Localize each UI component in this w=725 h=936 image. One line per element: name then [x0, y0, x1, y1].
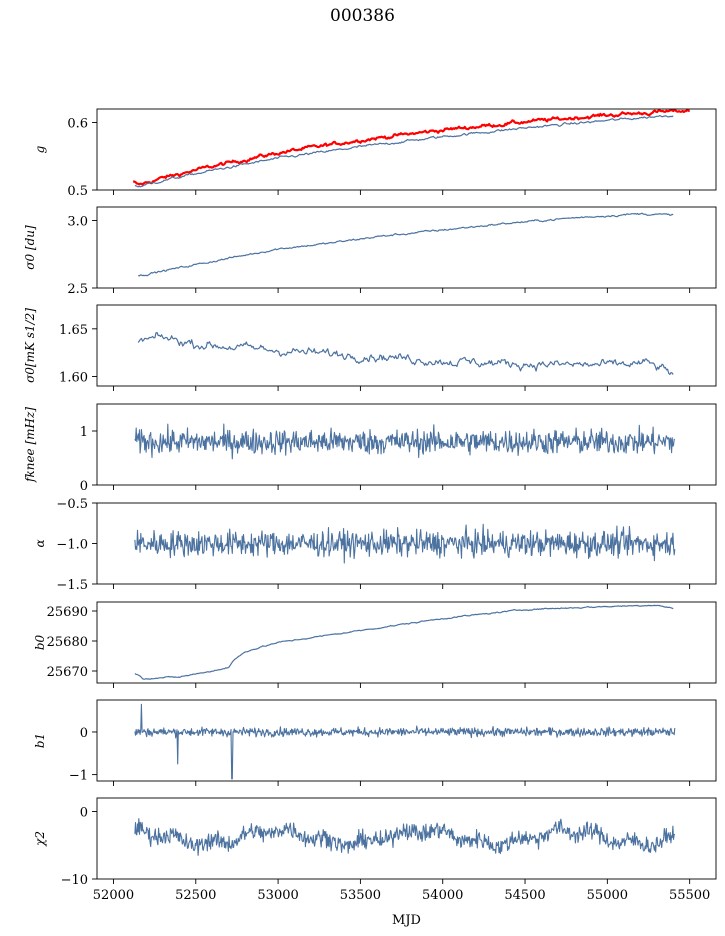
ytick-label-b1-1: 0: [80, 726, 88, 741]
ylabel-alpha: α: [33, 539, 47, 547]
ytick-label-alpha-1: −1.0: [56, 538, 88, 553]
axes-frame-g: [96, 108, 717, 191]
xtick-label-1: 52500: [175, 888, 216, 903]
plot-area-sigma0-du: [137, 212, 674, 277]
ytick-label-fknee-0: 0: [80, 479, 88, 494]
ylabel-b1: b1: [33, 733, 47, 748]
axes-frame-chi2: [96, 797, 717, 880]
series-line-b1-0: [134, 703, 676, 780]
series-line-g-0: [132, 109, 691, 186]
ytick-label-sigma0-du-0: 2.5: [67, 282, 88, 297]
xtick-label-6: 55000: [587, 888, 628, 903]
ylabel-sigma0-mk: σ0[mK s1/2]: [23, 308, 37, 383]
ylabel-b0: b0: [33, 634, 47, 650]
panel-g: 0.5 0.6 g: [33, 108, 717, 199]
ylabel-chi2: χ2: [33, 831, 47, 847]
ytick-label-sigma0-mk-0: 1.60: [59, 370, 88, 385]
series-line-alpha-0: [134, 523, 676, 564]
ylabel-g: g: [33, 145, 47, 153]
plot-area-b0: [134, 604, 674, 680]
axes-frame-fknee: [96, 403, 717, 486]
panel-b1: −1 0 b1: [33, 699, 717, 786]
plot-area-chi2: [134, 818, 676, 856]
xtick-label-7: 55500: [669, 888, 710, 903]
ytick-label-chi2-0: −10: [61, 873, 88, 888]
xtick-label-0: 52000: [93, 888, 134, 903]
axes-frame-sigma0-du: [96, 206, 717, 289]
axes-frame-b1: [96, 699, 717, 782]
ylabel-fknee: fknee [mHz]: [23, 407, 37, 483]
axes-frame-sigma0-mk: [96, 304, 717, 387]
panel-sigma0-du: 2.5 3.0 σ0 [du]: [23, 206, 717, 297]
panel-fknee: 0 1 fknee [mHz]: [23, 403, 717, 494]
xtick-label-2: 53000: [257, 888, 298, 903]
figure-title: 000386: [330, 6, 395, 26]
series-line-sigma0-mk-0: [137, 332, 674, 375]
axes-frame-b0: [96, 601, 717, 684]
xtick-label-5: 54500: [504, 888, 545, 903]
plot-area-g: [132, 109, 691, 188]
series-line-sigma0-du-0: [137, 212, 674, 277]
ytick-label-b0-0: 25670: [47, 665, 88, 680]
xtick-label-3: 53500: [340, 888, 381, 903]
ytick-label-b0-1: 25680: [47, 635, 88, 650]
plot-area-sigma0-mk: [137, 332, 674, 375]
ytick-label-alpha-2: −0.5: [56, 497, 88, 512]
ytick-label-alpha-0: −1.5: [56, 578, 88, 593]
ylabel-sigma0-du: σ0 [du]: [23, 225, 37, 270]
ytick-label-chi2-1: 0: [80, 806, 88, 821]
ytick-label-fknee-1: 1: [80, 425, 88, 440]
panel-chi2: −10 0 52000 52500 53000 53500 54000 54500 55000 5…: [33, 797, 717, 903]
ytick-label-b0-2: 25690: [47, 605, 88, 620]
panel-alpha: −1.5 −1.0 −0.5 α: [33, 497, 717, 593]
series-line-fknee-0: [134, 423, 676, 460]
x-axis-label: MJD: [392, 913, 421, 928]
ytick-label-g-1: 0.6: [67, 117, 88, 132]
plot-area-fknee: [134, 423, 676, 460]
panel-sigma0-mk: 1.60 1.65 σ0[mK s1/2]: [23, 304, 717, 391]
series-line-g-1: [134, 115, 674, 188]
ytick-label-g-0: 0.5: [67, 184, 88, 199]
ytick-label-sigma0-du-1: 3.0: [67, 215, 88, 230]
series-line-chi2-0: [134, 818, 676, 856]
plot-area-b1: [134, 703, 676, 780]
xtick-label-4: 54000: [422, 888, 463, 903]
series-line-b0-0: [134, 604, 674, 680]
ytick-label-sigma0-mk-1: 1.65: [59, 323, 88, 338]
ytick-label-b1-0: −1: [69, 769, 88, 784]
plot-area-alpha: [134, 523, 676, 564]
